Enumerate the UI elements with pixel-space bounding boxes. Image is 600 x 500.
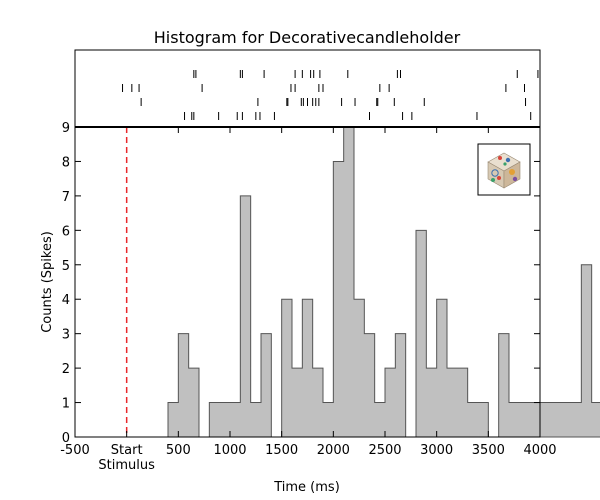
y-tick-label: 0: [62, 431, 70, 446]
x-tick-label: 500: [166, 443, 191, 458]
x-tick-label: 1000: [213, 443, 246, 458]
x-tick-label: 2000: [317, 443, 350, 458]
y-axis: 0 1 2 3 4 5 6 7 8 9: [62, 121, 540, 446]
x-tick-label-start: Start: [111, 443, 143, 458]
y-tick-label: 5: [62, 259, 70, 274]
x-tick-label: 3500: [472, 443, 505, 458]
histogram-bars: [126, 126, 600, 438]
x-tick-label: -500: [60, 443, 90, 458]
x-tick-label: 2500: [368, 443, 401, 458]
y-tick-label: 6: [62, 224, 70, 239]
y-axis-label: Counts (Spikes): [40, 231, 55, 333]
y-tick-label: 8: [62, 155, 70, 170]
x-axis: -500 500 1000 1500 2000 2500 3000 3500 4000 Start…: [60, 127, 557, 473]
y-tick-label: 1: [62, 397, 70, 412]
raster-plot: [122, 70, 539, 120]
x-axis-label: Time (ms): [273, 480, 340, 495]
inset-image-frame: [477, 143, 531, 196]
y-tick-label: 9: [62, 121, 70, 136]
x-tick-label: 3000: [420, 443, 453, 458]
chart-title: Histogram for Decorativecandleholder: [154, 28, 461, 47]
decorative-candleholder-thumbnail: [487, 152, 521, 189]
y-tick-label: 3: [62, 328, 70, 343]
x-tick-sublabel-stimulus: Stimulus: [98, 458, 155, 473]
y-tick-label: 2: [62, 362, 70, 377]
y-tick-label: 4: [62, 293, 70, 308]
x-tick-label: 4000: [523, 443, 556, 458]
raster-panel: [74, 49, 541, 128]
y-tick-label: 7: [62, 190, 70, 205]
x-tick-label: 1500: [265, 443, 298, 458]
